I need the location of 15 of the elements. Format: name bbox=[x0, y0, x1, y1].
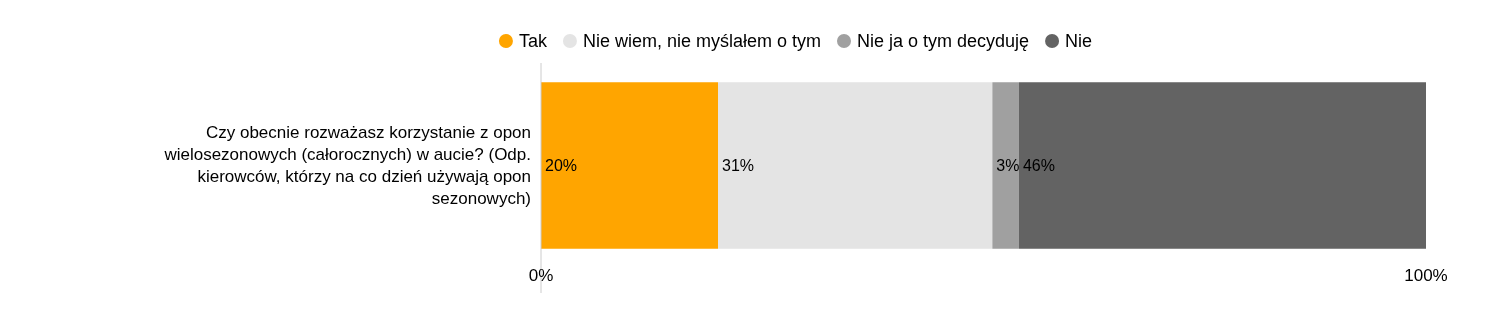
bar bbox=[1018, 82, 1426, 249]
bar bbox=[541, 82, 718, 249]
legend-label: Nie ja o tym decyduję bbox=[856, 31, 1030, 52]
bar bbox=[718, 82, 993, 249]
data-label: 20% bbox=[545, 157, 578, 175]
data-label: 46% bbox=[1022, 157, 1055, 175]
x-tick-label: 0% bbox=[528, 266, 554, 285]
legend-label: Tak bbox=[518, 31, 548, 52]
legend-label: Nie wiem, nie myślałem o tym bbox=[582, 31, 821, 52]
y-tick-label: Czy obecnie rozważasz korzystanie z opon wielosezonowych (całorocznych) w aucie? (Odp. kierowców, którzy na co dzień używają opon sezonowych) bbox=[163, 123, 531, 209]
data-label: 3% bbox=[996, 157, 1020, 175]
data-label: 31% bbox=[722, 157, 755, 175]
legend-label: Nie bbox=[1065, 31, 1093, 52]
bar bbox=[992, 82, 1019, 249]
x-tick-label: 100% bbox=[1404, 266, 1448, 285]
